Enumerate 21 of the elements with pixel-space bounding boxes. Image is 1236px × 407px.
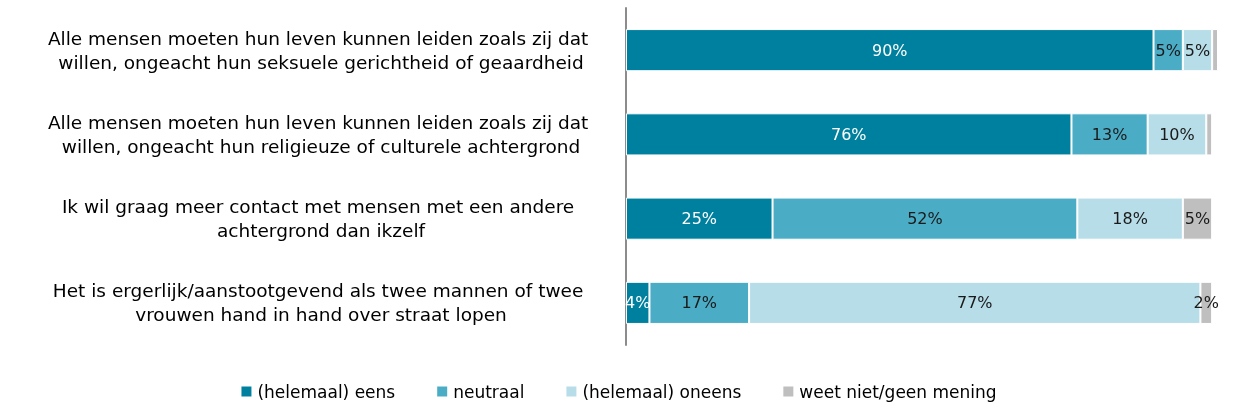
legend-label: neutraal bbox=[453, 381, 525, 402]
data-label: 5% bbox=[1184, 209, 1211, 229]
y-tick-label: Het is ergerlijk/aanstootgevend als twee mannen of twee vrouwen hand in hand over straat lopen bbox=[52, 280, 590, 326]
data-label: 10% bbox=[1159, 124, 1195, 144]
y-tick-label: Ik wil graag meer contact met mensen met een andere achtergrond dan ikzelf bbox=[61, 196, 581, 242]
data-label: 13% bbox=[1091, 124, 1128, 144]
data-label: 5% bbox=[1155, 40, 1181, 60]
data-label: 5% bbox=[1184, 40, 1211, 60]
legend-label: (helemaal) oneens bbox=[582, 381, 742, 402]
data-label: 90% bbox=[871, 40, 908, 60]
y-tick-label: Alle mensen moeten hun leven kunnen leiden zoals zij dat willen, ongeacht hun religieuze of culturele achtergrond bbox=[47, 111, 595, 157]
legend-label: weet niet/geen mening bbox=[799, 381, 997, 402]
legend-label: (helemaal) eens bbox=[257, 381, 396, 402]
data-label: 52% bbox=[907, 209, 943, 229]
data-label: 25% bbox=[681, 209, 718, 229]
data-label: 2% bbox=[1193, 293, 1219, 313]
y-tick-label: Alle mensen moeten hun leven kunnen leiden zoals zij dat willen, ongeacht hun seksuele gerichtheid of geaardheid bbox=[47, 27, 595, 73]
data-label: 77% bbox=[956, 293, 993, 313]
data-label: 17% bbox=[681, 293, 718, 313]
data-label: 76% bbox=[830, 124, 867, 144]
data-label: 18% bbox=[1112, 209, 1148, 229]
